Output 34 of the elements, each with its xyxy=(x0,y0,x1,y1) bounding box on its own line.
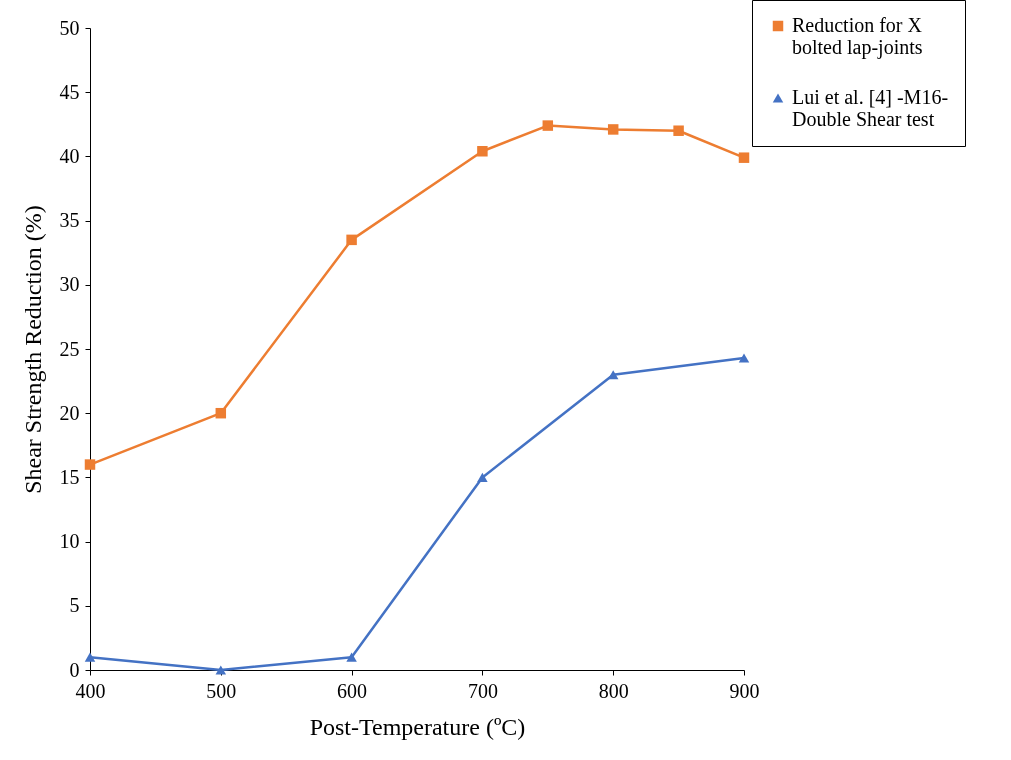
legend-label: Lui et al. [4] -M16- Double Shear test xyxy=(792,86,949,130)
x-tick-label: 600 xyxy=(337,679,368,702)
x-axis-title: Post-Temperature (ºC) xyxy=(309,713,526,740)
x-tick-label: 700 xyxy=(467,679,498,702)
y-tick-label: 5 xyxy=(69,594,80,617)
y-tick-label: 40 xyxy=(59,144,80,167)
y-tick-label: 0 xyxy=(69,658,80,681)
point xyxy=(738,353,750,363)
legend-label: Reduction for X bolted lap-joints xyxy=(792,14,923,59)
point xyxy=(84,459,96,470)
x-tick-label: 900 xyxy=(729,679,760,702)
y-tick-label: 15 xyxy=(59,465,80,488)
point xyxy=(215,407,227,419)
point xyxy=(84,652,96,662)
point xyxy=(346,234,357,246)
y-tick-label: 20 xyxy=(59,401,80,424)
point xyxy=(607,124,619,135)
y-tick-label: 25 xyxy=(59,337,80,360)
y-tick-label: 30 xyxy=(59,273,80,296)
y-axis-title: Shear Strength Reduction (%) xyxy=(19,205,46,494)
point xyxy=(477,146,488,157)
y-tick-label: 50 xyxy=(59,16,80,39)
x-tick-label: 500 xyxy=(206,679,237,702)
y-tick-label: 35 xyxy=(59,209,80,232)
point xyxy=(738,152,750,163)
y-tick-label: 45 xyxy=(59,80,80,103)
point xyxy=(673,125,684,136)
point xyxy=(346,652,357,662)
y-tick-label: 10 xyxy=(59,530,80,553)
x-tick-label: 800 xyxy=(598,679,629,702)
point xyxy=(542,120,554,131)
point xyxy=(477,472,488,482)
x-tick-label: 400 xyxy=(75,679,106,702)
point xyxy=(215,665,227,675)
